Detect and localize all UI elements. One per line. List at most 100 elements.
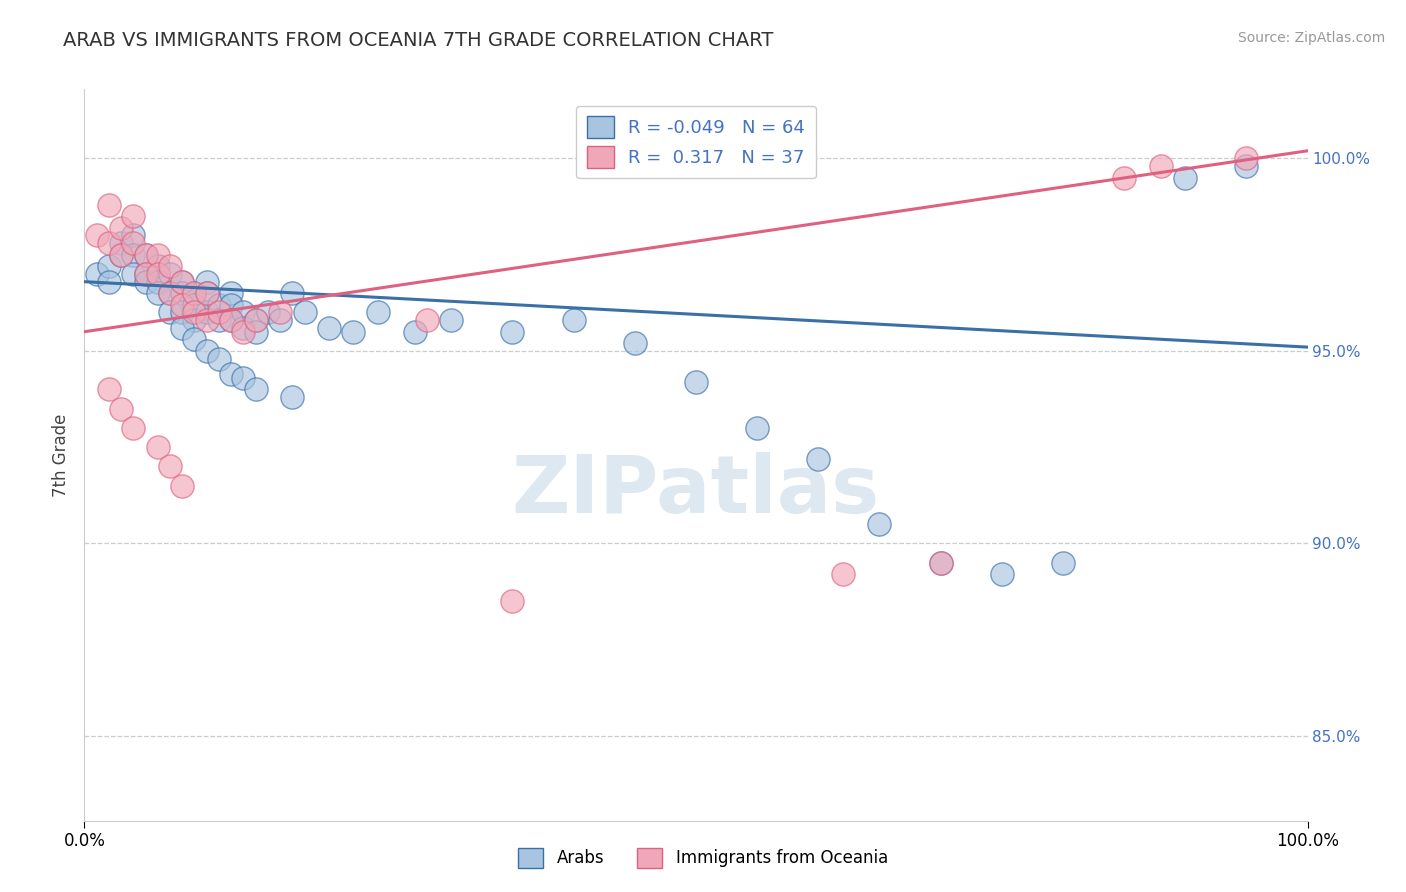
Point — [747, 421, 769, 435]
Point — [502, 594, 524, 608]
Point — [172, 298, 194, 312]
Point — [245, 325, 267, 339]
Point — [195, 275, 218, 289]
Point — [367, 305, 389, 319]
Point — [232, 305, 254, 319]
Point — [929, 556, 952, 570]
Point — [219, 286, 242, 301]
Point — [1236, 152, 1258, 166]
Point — [195, 343, 218, 358]
Point — [159, 305, 181, 319]
Point — [122, 209, 145, 223]
Point — [257, 305, 280, 319]
Point — [183, 305, 205, 319]
Point — [146, 286, 169, 301]
Text: ZIPatlas: ZIPatlas — [512, 452, 880, 531]
Point — [110, 248, 132, 262]
Point — [146, 260, 169, 274]
Point — [172, 286, 194, 301]
Point — [183, 313, 205, 327]
Point — [685, 375, 707, 389]
Point — [97, 275, 120, 289]
Point — [208, 298, 231, 312]
Y-axis label: 7th Grade: 7th Grade — [52, 413, 70, 497]
Point — [269, 313, 291, 327]
Point — [219, 367, 242, 381]
Point — [440, 313, 463, 327]
Legend: R = -0.049   N = 64, R =  0.317   N = 37: R = -0.049 N = 64, R = 0.317 N = 37 — [576, 105, 815, 178]
Point — [318, 321, 340, 335]
Point — [159, 267, 181, 281]
Point — [97, 197, 120, 211]
Point — [1052, 556, 1074, 570]
Point — [172, 479, 194, 493]
Point — [135, 248, 157, 262]
Point — [110, 401, 132, 416]
Point — [1236, 159, 1258, 173]
Point — [195, 286, 218, 301]
Point — [219, 313, 242, 327]
Point — [122, 228, 145, 243]
Point — [232, 321, 254, 335]
Point — [1114, 170, 1136, 185]
Point — [172, 275, 194, 289]
Point — [172, 275, 194, 289]
Point — [1174, 170, 1197, 185]
Point — [219, 313, 242, 327]
Point — [807, 451, 830, 466]
Point — [122, 421, 145, 435]
Point — [245, 313, 267, 327]
Point — [159, 459, 181, 474]
Point — [97, 260, 120, 274]
Point — [502, 325, 524, 339]
Point — [195, 313, 218, 327]
Point — [195, 286, 218, 301]
Point — [232, 371, 254, 385]
Point — [97, 383, 120, 397]
Point — [122, 267, 145, 281]
Point — [159, 286, 181, 301]
Point — [135, 267, 157, 281]
Point — [146, 267, 169, 281]
Point — [281, 286, 304, 301]
Point — [624, 336, 647, 351]
Point — [97, 236, 120, 251]
Point — [208, 313, 231, 327]
Point — [86, 267, 108, 281]
Point — [86, 228, 108, 243]
Point — [269, 305, 291, 319]
Point — [232, 325, 254, 339]
Point — [208, 351, 231, 366]
Point — [281, 390, 304, 404]
Text: Source: ZipAtlas.com: Source: ZipAtlas.com — [1237, 31, 1385, 45]
Point — [146, 248, 169, 262]
Point — [929, 556, 952, 570]
Point — [159, 286, 181, 301]
Point — [195, 305, 218, 319]
Point — [245, 313, 267, 327]
Point — [831, 567, 853, 582]
Point — [146, 440, 169, 454]
Point — [135, 275, 157, 289]
Point — [135, 248, 157, 262]
Point — [208, 305, 231, 319]
Legend: Arabs, Immigrants from Oceania: Arabs, Immigrants from Oceania — [512, 841, 894, 875]
Point — [183, 298, 205, 312]
Point — [122, 248, 145, 262]
Point — [146, 275, 169, 289]
Point — [245, 383, 267, 397]
Point — [219, 298, 242, 312]
Point — [991, 567, 1014, 582]
Point — [110, 236, 132, 251]
Point — [294, 305, 316, 319]
Point — [404, 325, 426, 339]
Point — [1150, 159, 1173, 173]
Point — [183, 286, 205, 301]
Point — [135, 267, 157, 281]
Point — [172, 321, 194, 335]
Point — [416, 313, 439, 327]
Point — [110, 248, 132, 262]
Point — [159, 260, 181, 274]
Point — [869, 517, 891, 532]
Point — [110, 220, 132, 235]
